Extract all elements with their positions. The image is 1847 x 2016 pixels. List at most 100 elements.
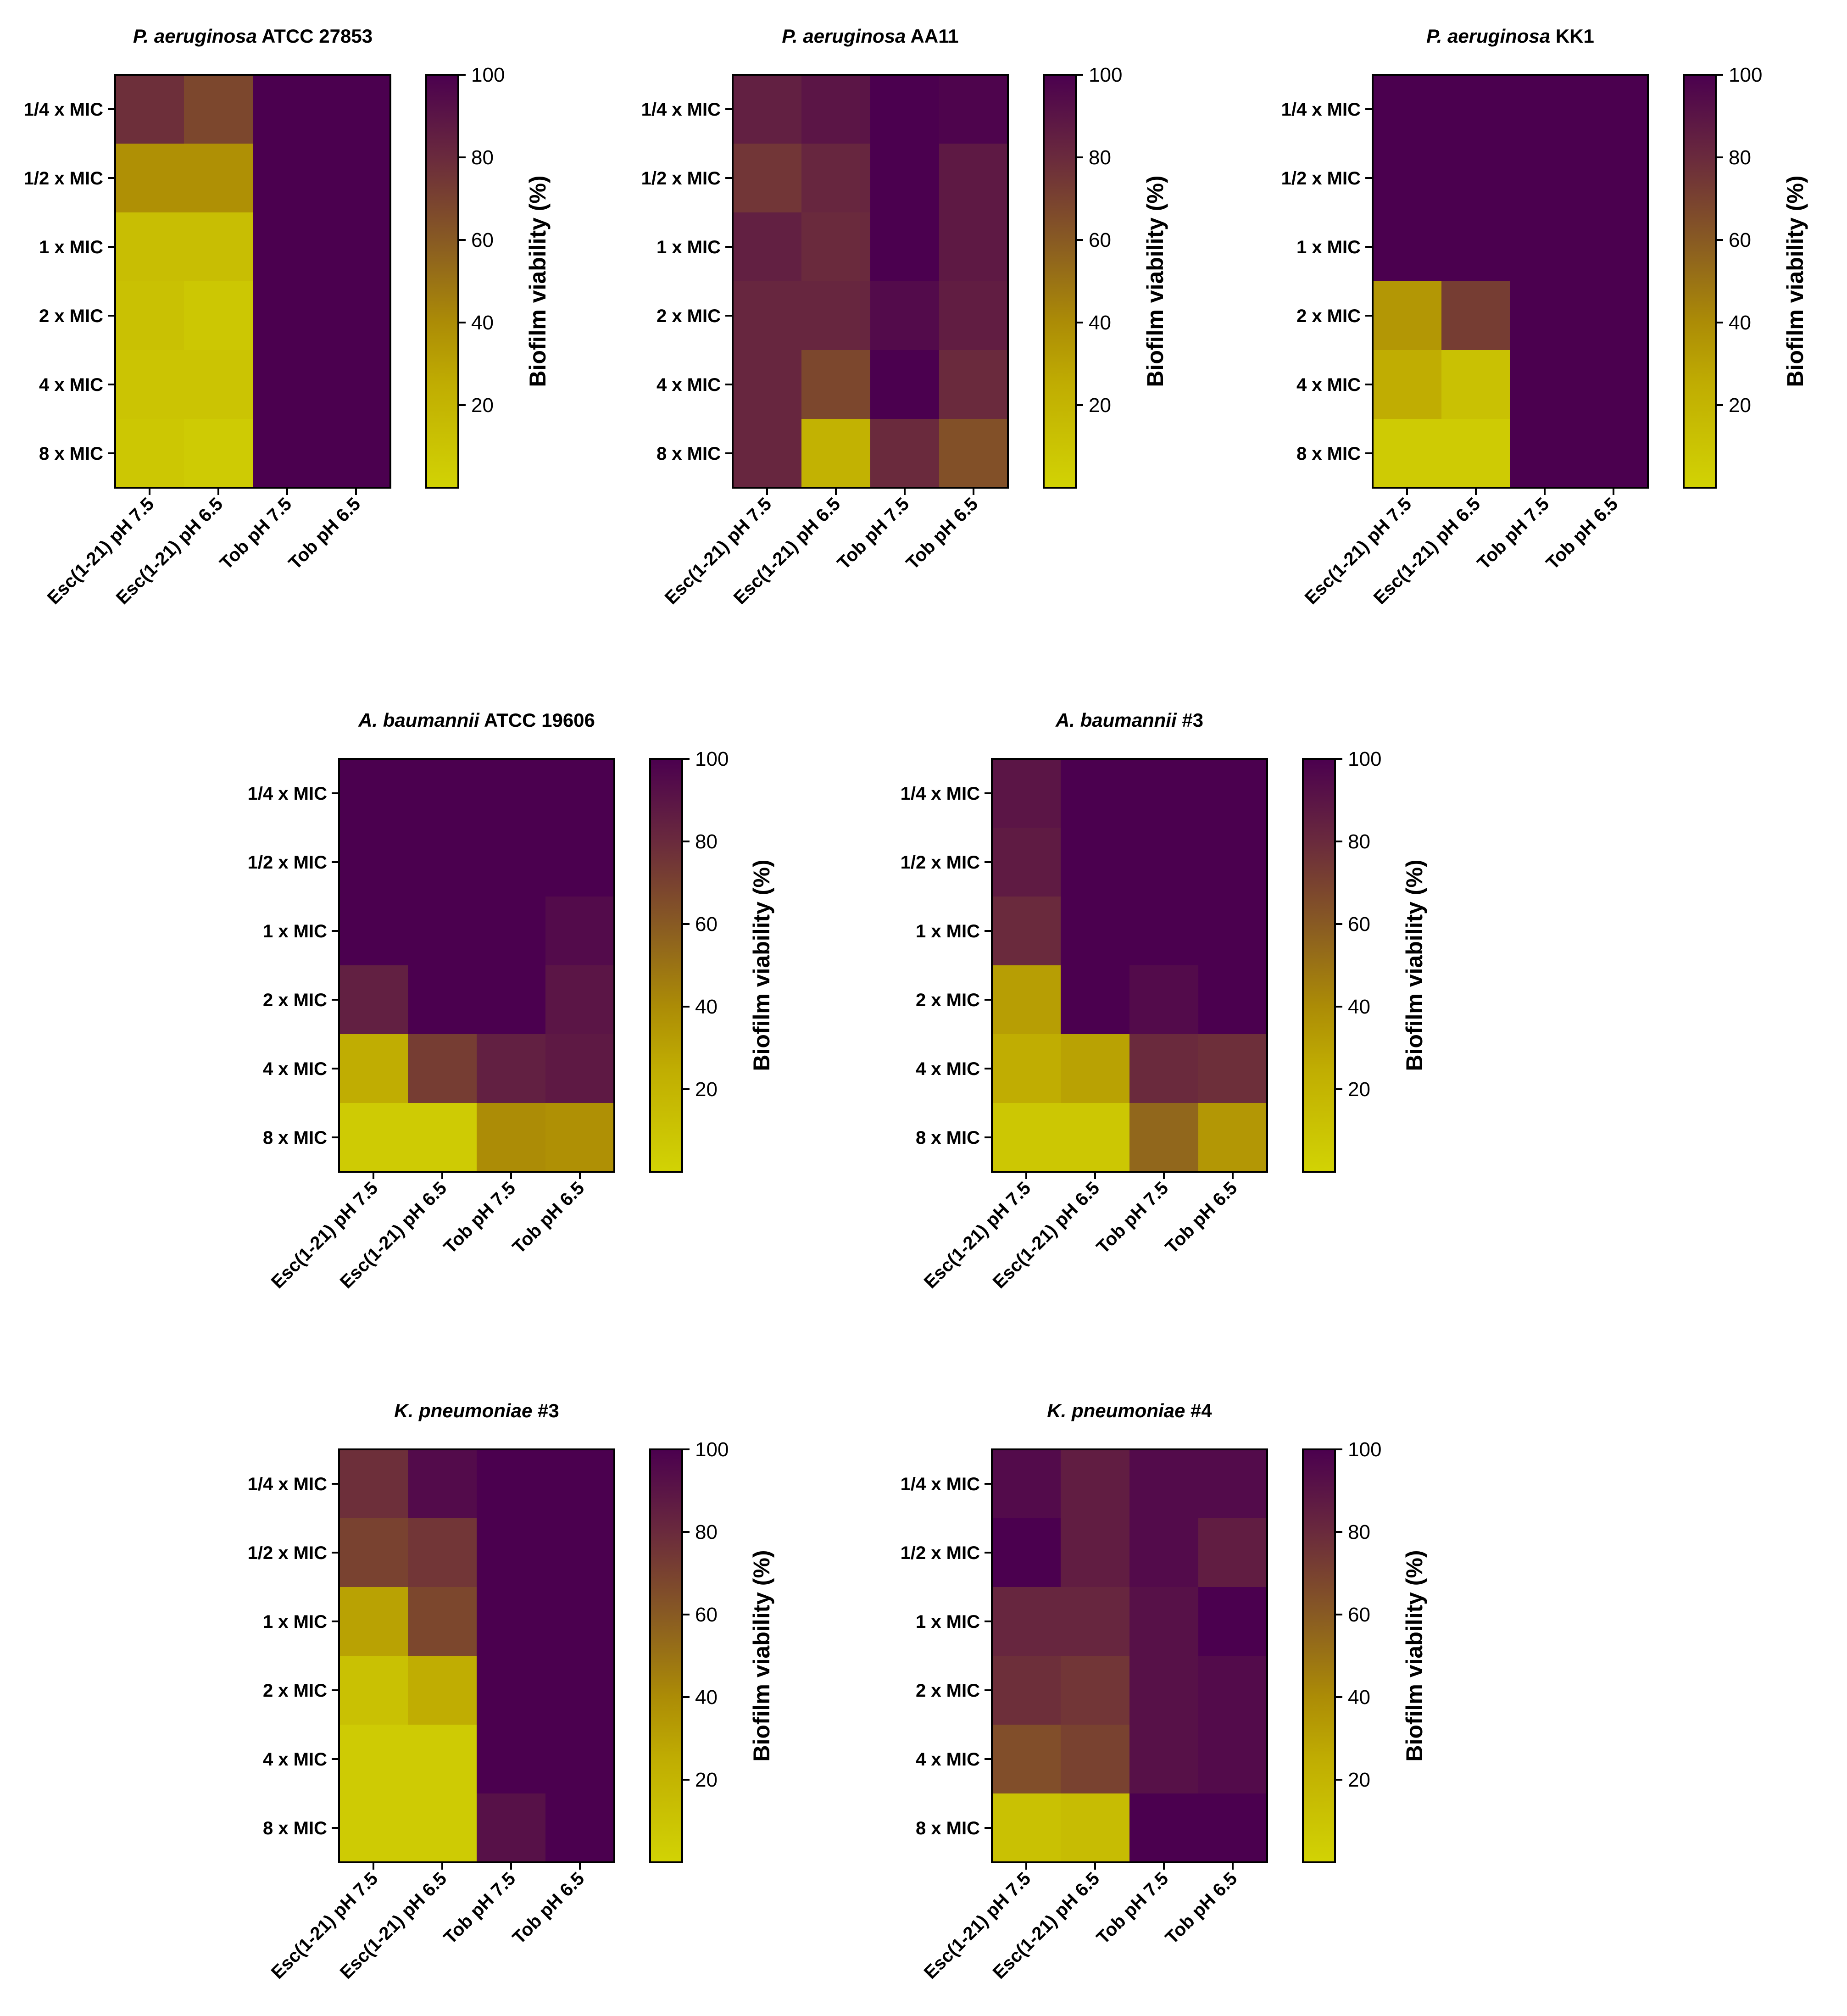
heatmap-cell	[1510, 281, 1580, 351]
heatmap-cell	[1198, 1034, 1268, 1103]
row-label: 2 x MIC	[263, 1681, 327, 1701]
heatmap-cell	[992, 1587, 1061, 1656]
heatmap-cell	[992, 897, 1061, 966]
heatmap-cell	[801, 75, 871, 144]
heatmap-cell	[1061, 1518, 1130, 1587]
heatmap-cell	[322, 212, 391, 282]
colorbar-tick-label: 80	[1348, 830, 1370, 853]
heatmap-cell	[992, 1656, 1061, 1725]
heatmap-cell	[253, 350, 322, 419]
panel-title-species: A. baumannii	[1055, 709, 1177, 731]
colorbar-label: Biofilm viability (%)	[1402, 859, 1427, 1071]
colorbar-label: Biofilm viability (%)	[749, 859, 774, 1071]
heatmap-cell	[1373, 419, 1442, 488]
heatmap-cell	[870, 419, 940, 488]
heatmap-cell	[1061, 897, 1130, 966]
colorbar-tick-label: 80	[1348, 1521, 1370, 1543]
panel-title-species: K. pneumoniae	[1047, 1400, 1185, 1421]
heatmap-cell	[1129, 1725, 1199, 1794]
row-label: 4 x MIC	[916, 1749, 980, 1770]
heatmap-cell	[408, 897, 477, 966]
heatmap-cell	[1198, 1656, 1268, 1725]
heatmap-cell	[545, 897, 615, 966]
panel-title: K. pneumoniae #4	[1047, 1400, 1212, 1421]
heatmap-cell	[1061, 828, 1130, 897]
heatmap-cell	[184, 350, 253, 419]
heatmap-cell	[1373, 212, 1442, 282]
row-label: 8 x MIC	[916, 1128, 980, 1148]
row-label: 4 x MIC	[1296, 375, 1361, 395]
colorbar-tick-label: 100	[695, 748, 729, 770]
colorbar-tick-label: 60	[1729, 229, 1751, 251]
row-label: 2 x MIC	[916, 1681, 980, 1701]
column-label: Tob pH 6.5	[509, 1868, 589, 1948]
heatmap-cell	[992, 1103, 1061, 1172]
heatmap-cell	[992, 759, 1061, 828]
heatmap-frame	[338, 758, 615, 1173]
heatmap-cell	[801, 144, 871, 213]
row-label: 1/2 x MIC	[641, 168, 721, 189]
colorbar-tick-label: 60	[1089, 229, 1111, 251]
row-label: 1/4 x MIC	[901, 1474, 980, 1494]
row-label: 1 x MIC	[39, 237, 103, 257]
heatmap-cell	[408, 1587, 477, 1656]
heatmap-cell	[115, 419, 184, 488]
colorbar-tick-label: 40	[1348, 996, 1370, 1018]
row-label: 1 x MIC	[263, 1612, 327, 1632]
heatmap-cell	[1198, 828, 1268, 897]
colorbar-tick-label: 40	[695, 1686, 718, 1709]
heatmap-cell	[1510, 212, 1580, 282]
row-label: 8 x MIC	[656, 444, 721, 464]
heatmap-cell	[1061, 1793, 1130, 1863]
colorbar-label: Biofilm viability (%)	[1142, 175, 1168, 387]
heatmap-cell	[1510, 75, 1580, 144]
heatmap-cell	[253, 419, 322, 488]
heatmap-cell	[477, 1793, 546, 1863]
colorbar-label: Biofilm viability (%)	[1782, 175, 1808, 387]
heatmap-cell	[339, 759, 408, 828]
colorbar-tick-label: 40	[1089, 312, 1111, 334]
heatmap-cell	[1198, 897, 1268, 966]
heatmap-cell	[322, 144, 391, 213]
heatmap-cell	[1061, 965, 1130, 1035]
heatmap-cell	[408, 1103, 477, 1172]
row-label: 1 x MIC	[1296, 237, 1361, 257]
heatmap-cell	[1129, 897, 1199, 966]
heatmap-cell	[339, 1793, 408, 1863]
colorbar-tick-label: 20	[1348, 1769, 1370, 1791]
column-label: Tob pH 7.5	[1093, 1868, 1173, 1948]
heatmap-cell	[545, 1518, 615, 1587]
heatmap-cell	[992, 1518, 1061, 1587]
row-label: 1/2 x MIC	[901, 1543, 980, 1563]
heatmap-panel: A. baumannii #3 1/4 x MIC 1/2 x MIC 1 x MIC…	[901, 709, 1427, 1292]
colorbar-tick-label: 40	[1729, 312, 1751, 334]
heatmap-cell	[1579, 144, 1648, 213]
row-label: 4 x MIC	[656, 375, 721, 395]
heatmap-cell	[1198, 1103, 1268, 1172]
heatmap-cell	[339, 1656, 408, 1725]
heatmap-cell	[545, 1449, 615, 1519]
heatmap-cell	[1129, 1103, 1199, 1172]
row-label: 1/4 x MIC	[24, 100, 103, 120]
heatmap-cell	[184, 419, 253, 488]
heatmap-cell	[408, 1518, 477, 1587]
row-label: 1/4 x MIC	[248, 1474, 327, 1494]
column-label: Tob pH 6.5	[902, 494, 982, 574]
heatmap-panel: K. pneumoniae #4 1/4 x MIC 1/2 x MIC 1 x MI…	[901, 1400, 1427, 1983]
colorbar	[1302, 1448, 1336, 1863]
colorbar-tick-label: 20	[471, 394, 494, 417]
heatmap-cell	[733, 144, 802, 213]
column-label: Tob pH 7.5	[216, 494, 296, 574]
heatmap-cell	[477, 1103, 546, 1172]
row-label: 8 x MIC	[263, 1818, 327, 1838]
heatmap-cell	[322, 350, 391, 419]
heatmap-cell	[184, 281, 253, 351]
heatmap-cell	[339, 828, 408, 897]
panel-title-strain: #4	[1185, 1400, 1212, 1421]
heatmap-cell	[1198, 1518, 1268, 1587]
heatmap-cell	[939, 75, 1008, 144]
row-label: 2 x MIC	[916, 990, 980, 1010]
heatmap-cell	[339, 1587, 408, 1656]
row-label: 1/2 x MIC	[901, 852, 980, 873]
